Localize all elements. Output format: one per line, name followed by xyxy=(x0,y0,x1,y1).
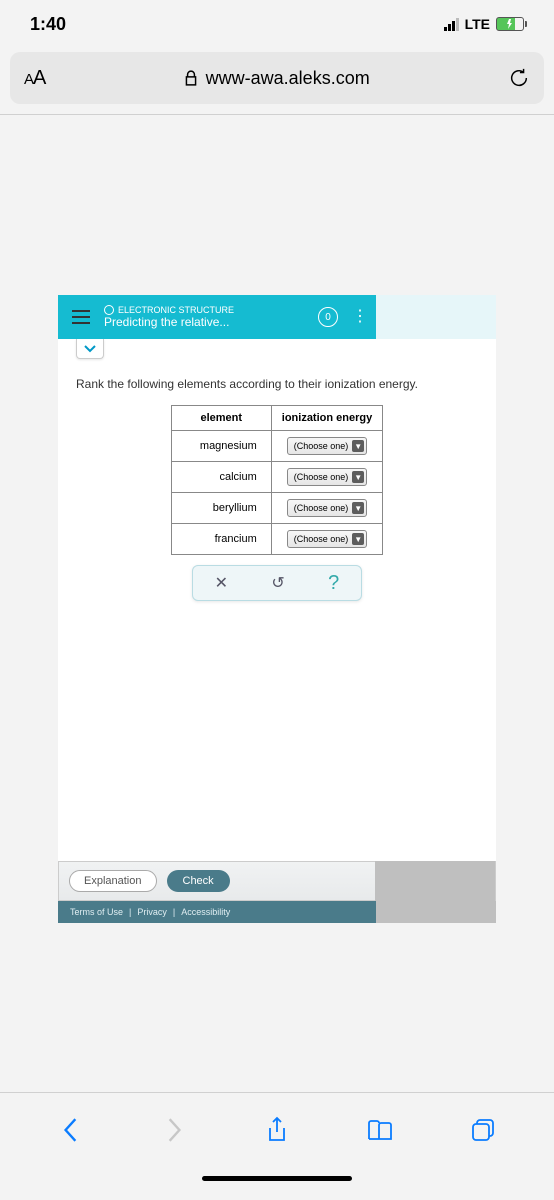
battery-icon xyxy=(496,17,524,31)
table-row: francium (Choose one)▼ xyxy=(171,524,382,555)
element-cell: beryllium xyxy=(171,493,271,524)
answer-toolbar: ✕ ↺ ? xyxy=(192,565,362,601)
reload-icon[interactable] xyxy=(508,67,530,89)
table-row: calcium (Choose one)▼ xyxy=(171,462,382,493)
footer-links: Terms of Use | Privacy | Accessibility xyxy=(58,901,496,923)
question-instruction: Rank the following elements according to… xyxy=(58,359,496,405)
status-bar: 1:40 LTE xyxy=(0,0,554,48)
header-overflow xyxy=(376,295,496,339)
check-button[interactable]: Check xyxy=(167,870,230,892)
back-button[interactable] xyxy=(56,1115,86,1145)
status-right: LTE xyxy=(444,16,524,32)
divider xyxy=(0,114,554,115)
hamburger-icon xyxy=(72,310,90,324)
share-button[interactable] xyxy=(262,1115,292,1145)
clear-button[interactable]: ✕ xyxy=(215,573,228,593)
text-size-button[interactable]: AA xyxy=(24,67,45,90)
help-button[interactable]: ? xyxy=(328,572,339,595)
dropdown-arrow-icon: ▼ xyxy=(352,533,364,545)
element-cell: magnesium xyxy=(171,431,271,462)
dropdown-arrow-icon: ▼ xyxy=(352,471,364,483)
col-header-element: element xyxy=(171,406,271,431)
rank-dropdown[interactable]: (Choose one)▼ xyxy=(287,530,368,548)
tabs-button[interactable] xyxy=(468,1115,498,1145)
menu-button[interactable] xyxy=(72,310,90,324)
rank-dropdown[interactable]: (Choose one)▼ xyxy=(287,499,368,517)
rank-dropdown[interactable]: (Choose one)▼ xyxy=(287,437,368,455)
divider xyxy=(0,1092,554,1093)
col-header-ionization: ionization energy xyxy=(271,406,382,431)
undo-button[interactable]: ↺ xyxy=(271,573,284,593)
topic-header: ELECTRONIC STRUCTURE Predicting the rela… xyxy=(58,295,496,339)
dropdown-arrow-icon: ▼ xyxy=(352,502,364,514)
action-bar: Explanation Check xyxy=(58,861,496,901)
footer-overflow xyxy=(376,901,496,923)
footer-link[interactable]: Terms of Use xyxy=(70,907,123,917)
browser-bottom-nav xyxy=(0,1100,554,1160)
bookmarks-button[interactable] xyxy=(365,1115,395,1145)
ranking-table: element ionization energy magnesium (Cho… xyxy=(171,405,383,555)
table-row: beryllium (Choose one)▼ xyxy=(171,493,382,524)
element-cell: calcium xyxy=(171,462,271,493)
footer-link[interactable]: Privacy xyxy=(137,907,167,917)
footer-overflow xyxy=(375,861,495,901)
table-row: magnesium (Choose one)▼ xyxy=(171,431,382,462)
element-cell: francium xyxy=(171,524,271,555)
status-time: 1:40 xyxy=(30,14,66,35)
topic-title: Predicting the relative... xyxy=(104,315,304,329)
footer-link[interactable]: Accessibility xyxy=(181,907,230,917)
expand-tab[interactable] xyxy=(76,339,104,359)
browser-url-bar[interactable]: AA www-awa.aleks.com xyxy=(10,52,544,104)
more-icon[interactable]: ⋮ xyxy=(352,309,368,325)
aleks-frame: ELECTRONIC STRUCTURE Predicting the rela… xyxy=(58,295,496,923)
forward-button xyxy=(159,1115,189,1145)
topic-category: ELECTRONIC STRUCTURE xyxy=(104,305,304,315)
home-indicator[interactable] xyxy=(202,1176,352,1181)
network-label: LTE xyxy=(465,16,490,32)
signal-icon xyxy=(444,18,459,31)
dropdown-arrow-icon: ▼ xyxy=(352,440,364,452)
chevron-down-icon xyxy=(84,344,96,354)
url-display[interactable]: www-awa.aleks.com xyxy=(59,68,494,89)
progress-badge[interactable]: 0 xyxy=(318,307,338,327)
lock-icon xyxy=(184,70,198,86)
explanation-button[interactable]: Explanation xyxy=(69,870,157,892)
rank-dropdown[interactable]: (Choose one)▼ xyxy=(287,468,368,486)
url-text: www-awa.aleks.com xyxy=(206,68,370,89)
